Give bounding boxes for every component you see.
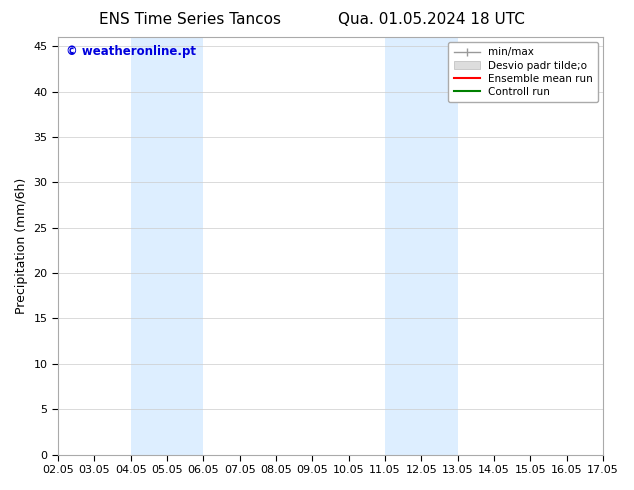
Legend: min/max, Desvio padr tilde;o, Ensemble mean run, Controll run: min/max, Desvio padr tilde;o, Ensemble m… <box>448 42 598 102</box>
Y-axis label: Precipitation (mm/6h): Precipitation (mm/6h) <box>15 178 28 314</box>
Text: © weatheronline.pt: © weatheronline.pt <box>67 46 197 58</box>
Bar <box>131 37 204 455</box>
Text: ENS Time Series Tancos: ENS Time Series Tancos <box>99 12 281 27</box>
Bar <box>385 37 458 455</box>
Text: Qua. 01.05.2024 18 UTC: Qua. 01.05.2024 18 UTC <box>338 12 524 27</box>
